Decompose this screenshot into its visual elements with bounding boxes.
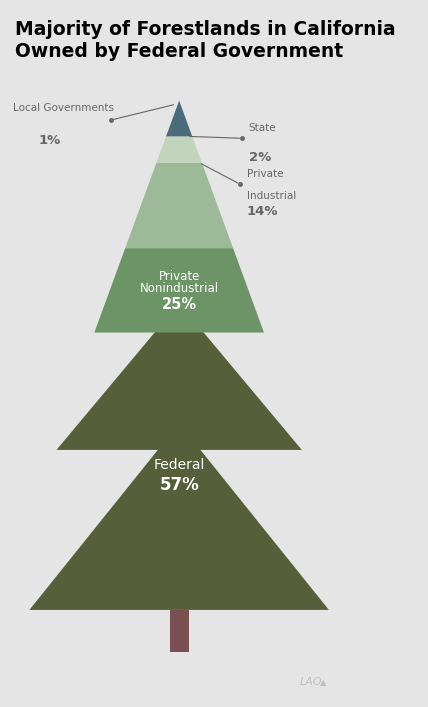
Text: 2%: 2% xyxy=(249,151,271,164)
Text: 57%: 57% xyxy=(159,476,199,493)
Text: 25%: 25% xyxy=(162,297,197,312)
Text: State: State xyxy=(249,123,276,133)
Text: Private: Private xyxy=(247,169,283,179)
Text: 1%: 1% xyxy=(39,134,61,147)
Text: 14%: 14% xyxy=(247,205,279,218)
Text: Industrial: Industrial xyxy=(247,192,296,201)
Text: Private: Private xyxy=(158,270,200,283)
Bar xyxy=(170,610,188,652)
Polygon shape xyxy=(166,100,192,136)
Text: Nonindustrial: Nonindustrial xyxy=(140,282,219,295)
Polygon shape xyxy=(157,136,202,163)
Text: Majority of Forestlands in California
Owned by Federal Government: Majority of Forestlands in California Ow… xyxy=(15,20,395,61)
Text: Local Governments: Local Governments xyxy=(13,103,114,113)
Polygon shape xyxy=(56,303,302,450)
Text: ▲: ▲ xyxy=(320,679,327,687)
Polygon shape xyxy=(30,423,329,610)
Polygon shape xyxy=(94,248,264,332)
Text: LAO: LAO xyxy=(300,677,323,687)
Polygon shape xyxy=(125,163,233,248)
Text: Federal: Federal xyxy=(154,458,205,472)
